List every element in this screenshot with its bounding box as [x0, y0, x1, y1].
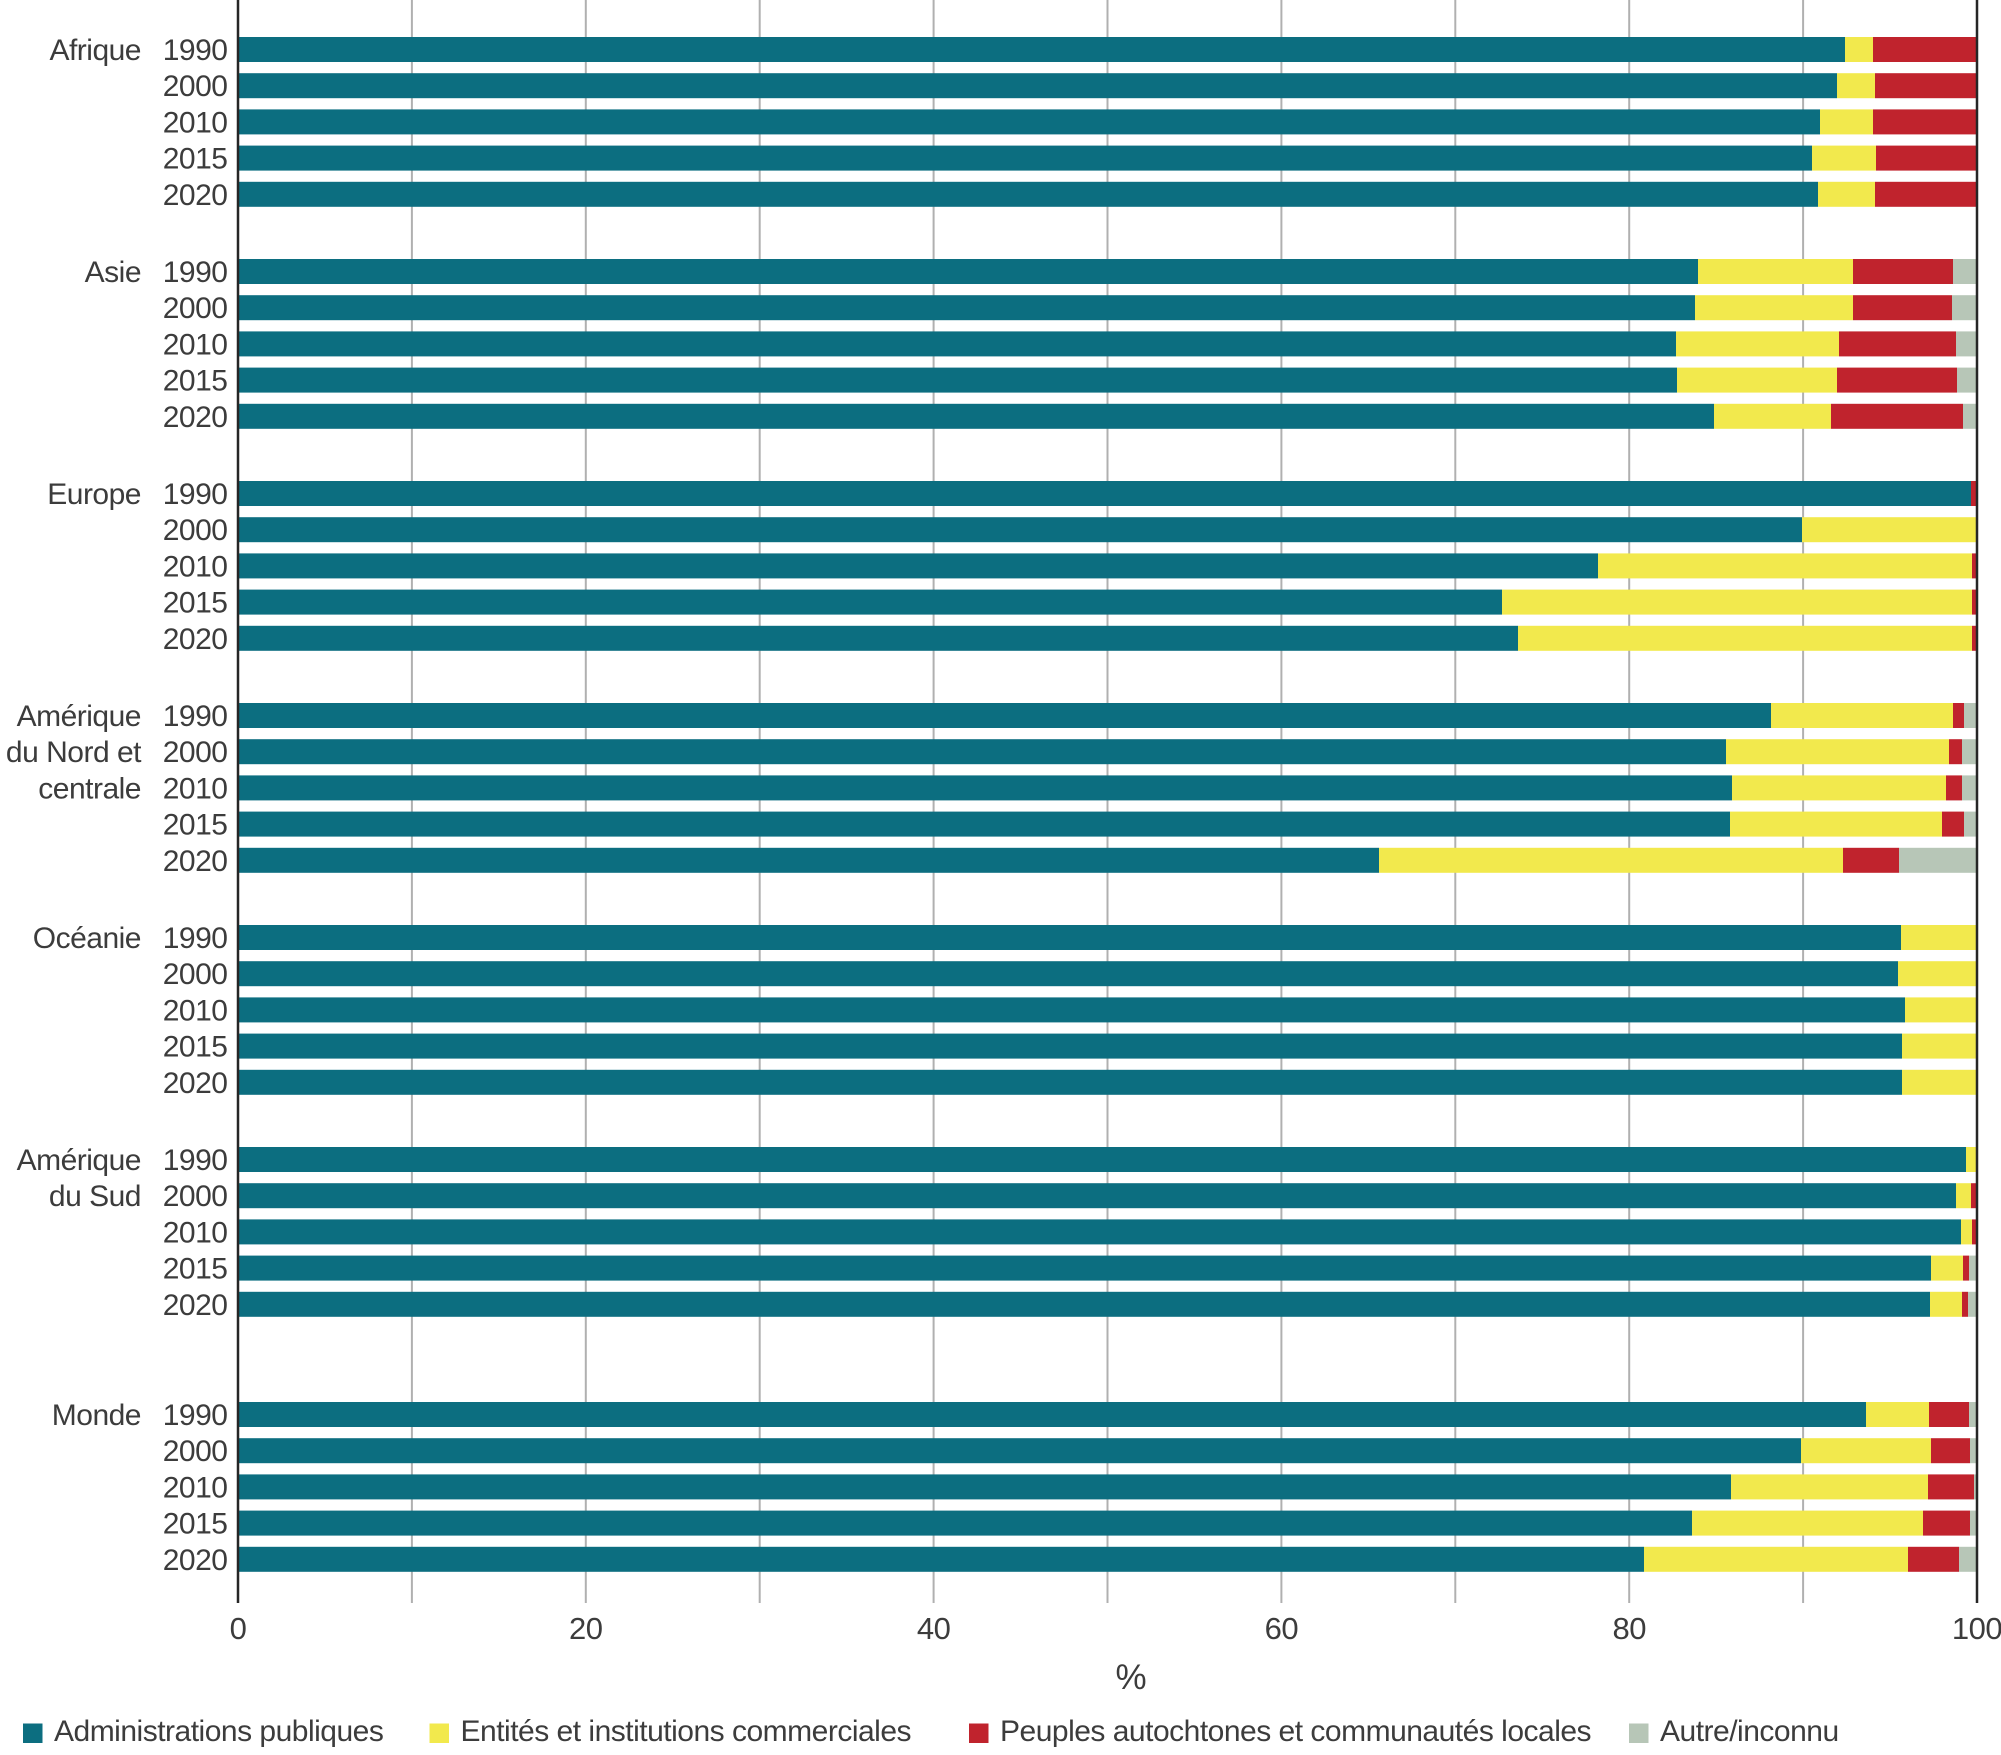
svg-text:1990: 1990: [163, 922, 228, 955]
svg-text:2020: 2020: [163, 1067, 228, 1100]
svg-text:2010: 2010: [163, 772, 228, 805]
svg-text:Asie: Asie: [85, 256, 141, 289]
svg-text:1990: 1990: [163, 1399, 228, 1432]
svg-text:Océanie: Océanie: [33, 922, 141, 955]
svg-text:2020: 2020: [163, 1544, 228, 1577]
svg-text:Administrations publiques: Administrations publiques: [54, 1715, 383, 1748]
svg-text:2000: 2000: [163, 1180, 228, 1213]
svg-text:2010: 2010: [163, 1216, 228, 1249]
svg-text:%: %: [1115, 1658, 1146, 1697]
svg-text:2015: 2015: [163, 809, 228, 842]
svg-text:40: 40: [917, 1611, 951, 1646]
svg-text:du Sud: du Sud: [49, 1180, 141, 1213]
svg-text:2010: 2010: [163, 1471, 228, 1504]
svg-text:0: 0: [230, 1611, 247, 1646]
svg-text:2000: 2000: [163, 292, 228, 325]
svg-text:2020: 2020: [163, 401, 228, 434]
svg-text:Autre/inconnu: Autre/inconnu: [1660, 1715, 1839, 1748]
svg-text:du Nord et: du Nord et: [6, 736, 142, 769]
svg-text:2010: 2010: [163, 328, 228, 361]
svg-text:1990: 1990: [163, 256, 228, 289]
svg-text:2015: 2015: [163, 1031, 228, 1064]
svg-text:2000: 2000: [163, 70, 228, 103]
svg-text:1990: 1990: [163, 478, 228, 511]
svg-text:Europe: Europe: [47, 478, 141, 511]
svg-text:2000: 2000: [163, 958, 228, 991]
svg-text:2000: 2000: [163, 514, 228, 547]
svg-text:centrale: centrale: [38, 772, 141, 805]
svg-text:Afrique: Afrique: [49, 34, 141, 67]
svg-text:Amérique: Amérique: [17, 1144, 141, 1177]
svg-text:2015: 2015: [163, 1253, 228, 1286]
svg-text:2020: 2020: [163, 845, 228, 878]
svg-text:2020: 2020: [163, 623, 228, 656]
svg-text:60: 60: [1265, 1611, 1299, 1646]
svg-text:80: 80: [1612, 1611, 1646, 1646]
svg-text:2015: 2015: [163, 1508, 228, 1541]
svg-text:Amérique: Amérique: [17, 700, 141, 733]
svg-text:2020: 2020: [163, 1289, 228, 1322]
svg-text:Entités et institutions commer: Entités et institutions commerciales: [461, 1715, 912, 1748]
svg-text:2015: 2015: [163, 365, 228, 398]
svg-text:2000: 2000: [163, 1435, 228, 1468]
svg-text:2010: 2010: [163, 994, 228, 1027]
svg-text:20: 20: [569, 1611, 603, 1646]
svg-text:2015: 2015: [163, 143, 228, 176]
svg-text:1990: 1990: [163, 700, 228, 733]
svg-text:2010: 2010: [163, 550, 228, 583]
svg-text:Monde: Monde: [52, 1399, 141, 1432]
svg-text:2015: 2015: [163, 587, 228, 620]
svg-text:1990: 1990: [163, 1144, 228, 1177]
svg-text:2000: 2000: [163, 736, 228, 769]
svg-text:2020: 2020: [163, 179, 228, 212]
svg-text:1990: 1990: [163, 34, 228, 67]
svg-text:100: 100: [1952, 1611, 2001, 1646]
svg-text:2010: 2010: [163, 106, 228, 139]
svg-text:Peuples autochtones et communa: Peuples autochtones et communautés local…: [1000, 1715, 1591, 1748]
